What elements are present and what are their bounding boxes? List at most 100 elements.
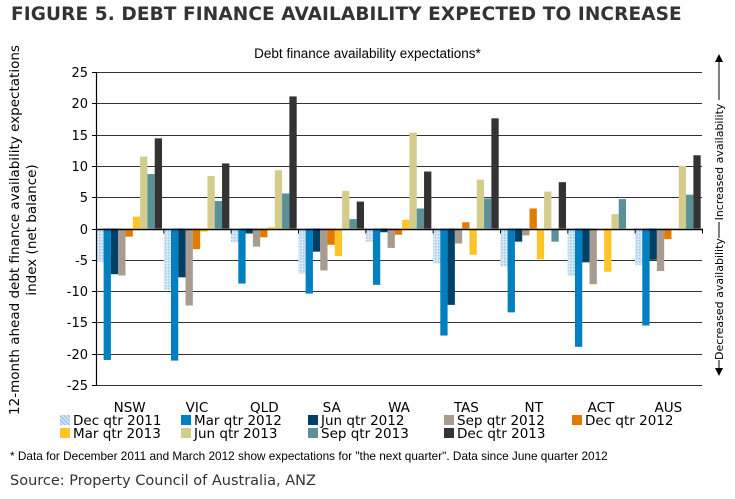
bar-tas-jun-qtr-2012 [447, 228, 455, 305]
bar-tas-sep-qtr-2012 [454, 228, 463, 244]
bar-nsw-mar-qtr-2012 [103, 228, 111, 360]
decreased-availability-label: Decreased availability [713, 238, 726, 360]
y-tick-label: -25 [67, 379, 88, 394]
bar-nt-jun-qtr-2013 [544, 191, 552, 229]
bar-wa-jun-qtr-2013 [409, 132, 417, 229]
legend-label: Jun qtr 2012 [321, 413, 405, 429]
legend-label: Dec qtr 2013 [457, 426, 546, 442]
bar-aus-mar-qtr-2012 [642, 228, 650, 326]
bar-wa-mar-qtr-2013 [402, 219, 410, 229]
bar-tas-dec-qtr-2011 [432, 228, 441, 264]
bar-tas-sep-qtr-2013 [484, 198, 492, 229]
bar-qld-dec-qtr-2012 [260, 228, 268, 238]
bar-qld-sep-qtr-2013 [282, 193, 290, 229]
bar-nsw-mar-qtr-2013 [132, 216, 141, 229]
y-tick-label: -5 [75, 254, 88, 269]
bar-aus-sep-qtr-2013 [686, 194, 694, 229]
legend-swatch [308, 428, 318, 438]
bar-qld-sep-qtr-2012 [252, 228, 261, 247]
bar-act-jun-qtr-2013 [611, 214, 619, 229]
bar-tas-dec-qtr-2012 [462, 222, 470, 229]
legend-label: Sep qtr 2012 [457, 413, 545, 429]
bar-sa-dec-qtr-2012 [327, 228, 335, 245]
y-tick-label: 0 [80, 223, 88, 238]
bar-nsw-sep-qtr-2013 [147, 174, 155, 229]
legend-item-mar-qtr-2013: Mar qtr 2013 [60, 427, 161, 441]
bar-sa-sep-qtr-2013 [349, 219, 357, 229]
legend-swatch [572, 415, 582, 425]
figure-title: FIGURE 5. DEBT FINANCE AVAILABILITY EXPE… [11, 4, 682, 25]
legend-item-dec-qtr-2013: Dec qtr 2013 [444, 427, 545, 441]
bar-nsw-dec-qtr-2011 [96, 228, 104, 262]
arrow-down-icon [715, 368, 723, 376]
bar-aus-jun-qtr-2013 [678, 165, 687, 229]
legend-swatch [60, 415, 70, 425]
legend-label: Mar qtr 2013 [73, 426, 161, 442]
bar-nsw-sep-qtr-2012 [118, 228, 126, 276]
bar-nsw-dec-qtr-2012 [125, 228, 133, 237]
bar-qld-mar-qtr-2012 [238, 228, 246, 284]
x-tick-label-act: ACT [588, 400, 615, 416]
bar-sa-dec-qtr-2013 [356, 201, 365, 229]
bar-tas-jun-qtr-2013 [476, 179, 485, 229]
x-tick-label-nsw: NSW [114, 400, 146, 416]
bar-sa-jun-qtr-2012 [312, 228, 321, 252]
y-tick-label: -10 [67, 285, 88, 300]
bar-vic-dec-qtr-2013 [222, 163, 230, 229]
bar-sa-jun-qtr-2013 [342, 190, 350, 229]
footnote: * Data for December 2011 and March 2012 … [10, 449, 608, 463]
legend-swatch [181, 415, 191, 425]
legend-item-jun-qtr-2012: Jun qtr 2012 [308, 414, 404, 428]
legend-swatch [444, 428, 454, 438]
legend-item-jun-qtr-2013: Jun qtr 2013 [181, 427, 277, 441]
bar-wa-sep-qtr-2012 [387, 228, 395, 248]
bar-nt-sep-qtr-2012 [522, 228, 530, 236]
bar-vic-dec-qtr-2011 [163, 228, 171, 290]
axes [92, 72, 703, 386]
bar-wa-dec-qtr-2011 [365, 228, 373, 242]
bar-nsw-dec-qtr-2013 [154, 138, 163, 229]
bar-wa-sep-qtr-2013 [416, 208, 425, 229]
x-tick-label-vic: VIC [186, 400, 209, 416]
legend-item-dec-qtr-2012: Dec qtr 2012 [572, 414, 673, 428]
bar-sa-sep-qtr-2012 [320, 228, 328, 271]
x-tick-label-qld: QLD [250, 400, 279, 416]
y-tick-label: 15 [71, 129, 88, 144]
legend-item-dec-qtr-2011: Dec qtr 2011 [60, 414, 161, 428]
bar-aus-dec-qtr-2011 [634, 228, 643, 265]
bar-nt-jun-qtr-2012 [514, 228, 523, 242]
bar-act-sep-qtr-2013 [618, 199, 627, 229]
legend-swatch [308, 415, 318, 425]
bar-nt-mar-qtr-2013 [536, 228, 545, 260]
y-tick-label: -20 [67, 348, 88, 363]
y-axis-label-line-2: index (net balance) [24, 164, 40, 295]
x-tick-label-nt: NT [524, 400, 543, 416]
legend-swatch [444, 415, 454, 425]
bar-tas-mar-qtr-2012 [440, 228, 448, 336]
legend-label: Dec qtr 2012 [585, 413, 674, 429]
bar-sa-mar-qtr-2012 [305, 228, 313, 294]
legend-label: Jun qtr 2013 [194, 426, 278, 442]
x-tick-label-aus: AUS [654, 400, 682, 416]
legend-swatch [181, 428, 191, 438]
y-tick-label: 25 [71, 66, 88, 81]
bar-vic-dec-qtr-2012 [192, 228, 201, 250]
bar-sa-mar-qtr-2013 [334, 228, 343, 257]
x-tick-labels: NSW VIC QLD SA WA TAS NT ACT AUS [114, 400, 683, 416]
gridlines [96, 72, 702, 386]
legend-item-sep-qtr-2012: Sep qtr 2012 [444, 414, 545, 428]
legend-item-sep-qtr-2013: Sep qtr 2013 [308, 427, 409, 441]
y-tick-labels: 25 20 15 10 5 0 -5 -10 -15 -20 -25 [67, 66, 88, 394]
bar-act-sep-qtr-2012 [589, 228, 597, 285]
bar-nt-dec-qtr-2013 [558, 182, 567, 229]
bar-nsw-jun-qtr-2013 [140, 156, 148, 229]
y-axis-label-line-1: 12-month ahead debt finance availability… [7, 45, 23, 415]
x-tick-label-tas: TAS [453, 400, 479, 416]
bar-qld-jun-qtr-2013 [274, 170, 283, 229]
bar-wa-jun-qtr-2012 [380, 228, 388, 233]
y-tick-label: 20 [71, 97, 88, 112]
increased-availability-label: Increased availability [713, 103, 726, 220]
bar-vic-sep-qtr-2012 [185, 228, 193, 306]
legend-item-mar-qtr-2012: Mar qtr 2012 [181, 414, 282, 428]
